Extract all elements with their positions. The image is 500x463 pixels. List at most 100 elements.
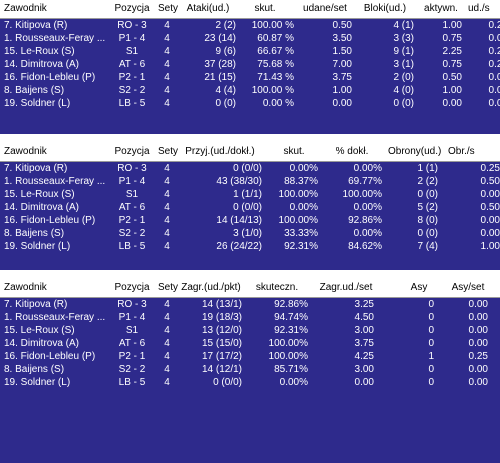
header-ataki[interactable]: Ataki(ud.) (186, 3, 230, 14)
stat-cell: 4 (164, 364, 170, 375)
stat-cell: P1 - 4 (118, 33, 146, 44)
player-name-cell: 1. Rousseaux-Feray ... (4, 33, 106, 44)
header-zawodnik[interactable]: Zawodnik (4, 3, 47, 14)
stat-cell: 4 (164, 176, 170, 187)
stat-cell: 3.50 (332, 33, 352, 44)
stat-cell: 4 (164, 46, 170, 57)
header-obr-set[interactable]: Obr./s (448, 146, 475, 157)
header-skutecznosc[interactable]: skuteczn. (255, 282, 299, 293)
table-row[interactable]: 14. Dimitrova (A) AT - 6 4 0 (0/0) 0.00% 0.00… (0, 201, 500, 214)
table-row[interactable]: 1. Rousseaux-Feray ... P1 - 4 4 23 (14) 60.8… (0, 32, 500, 45)
stat-cell: 0.00% (353, 202, 382, 213)
player-name-cell: 1. Rousseaux-Feray ... (4, 176, 106, 187)
stat-cell: 5 (2) (417, 202, 438, 213)
table-row[interactable]: 7. Kitipova (R) RO - 3 4 0 (0/0) 0.00% 0.00% 1… (0, 162, 500, 175)
stat-cell: 21 (15) (204, 72, 236, 83)
stat-cell: 69.77% (348, 176, 382, 187)
header-sety[interactable]: Sety (158, 3, 179, 14)
header-skut[interactable]: skut. (283, 146, 305, 157)
header-zagr-ud-set[interactable]: Zagr.ud./set (319, 282, 373, 293)
stat-cell: 1 (1/1) (233, 189, 262, 200)
table-row[interactable]: 15. Le-Roux (S) S1 4 13 (12/0) 92.31% 3.00 0 0.… (0, 324, 500, 337)
stat-cell: 92.86% (274, 299, 308, 310)
table-row[interactable]: 19. Soldner (L) LB - 5 4 0 (0/0) 0.00% 0.00 0 0… (0, 376, 500, 389)
player-name-cell: 15. Le-Roux (S) (4, 189, 75, 200)
table-row[interactable]: 8. Baijens (S) S2 - 2 4 4 (4) 100.00 % 1.00 4 … (0, 84, 500, 97)
header-pozycja[interactable]: Pozycja (114, 146, 150, 157)
player-name-cell: 7. Kitipova (R) (4, 163, 68, 174)
stat-cell: 0 (428, 377, 434, 388)
table-row[interactable]: 14. Dimitrova (A) AT - 6 4 15 (15/0) 100.00%… (0, 337, 500, 350)
table-row[interactable]: 16. Fidon-Lebleu (P) P2 - 1 4 14 (14/13) 100… (0, 214, 500, 227)
header-sety[interactable]: Sety (158, 146, 179, 157)
stat-cell: 0.00 (468, 325, 488, 336)
player-name-cell: 7. Kitipova (R) (4, 20, 68, 31)
stat-cell: 37 (28) (204, 59, 236, 70)
stat-cell: 1 (1) (417, 163, 438, 174)
stat-cell: 3.25 (354, 299, 374, 310)
table-row[interactable]: 7. Kitipova (R) RO - 3 4 14 (13/1) 92.86% 3.2… (0, 298, 500, 311)
attack-stats-table: Zawodnik Pozycja Sety Ataki(ud.) skut. udane/… (0, 0, 500, 134)
stat-cell: 0.00% (353, 228, 382, 239)
stat-cell: 66.67 % (257, 46, 294, 57)
stat-cell: 92.31% (274, 325, 308, 336)
stat-cell: 14 (14/13) (216, 215, 262, 226)
stat-cell: 15 (15/0) (201, 338, 242, 349)
header-aktywn[interactable]: aktywn. (424, 3, 458, 14)
header-zawodnik[interactable]: Zawodnik (4, 146, 47, 157)
header-przyj[interactable]: Przyj.(ud./dokł.) (185, 146, 255, 157)
stat-cell: RO - 3 (117, 20, 147, 31)
stat-cell: 0.00 (468, 299, 488, 310)
stat-cell: S2 - 2 (118, 228, 146, 239)
player-name-cell: 15. Le-Roux (S) (4, 46, 75, 57)
header-skut[interactable]: skut. (254, 3, 276, 14)
stat-cell: 7.00 (332, 59, 352, 70)
stat-cell: 33.33% (284, 228, 318, 239)
stat-cell: 4 (164, 202, 170, 213)
stat-cell: LB - 5 (118, 241, 146, 252)
table-row[interactable]: 15. Le-Roux (S) S1 4 1 (1/1) 100.00% 100.00% 0… (0, 188, 500, 201)
table-row[interactable]: 7. Kitipova (R) RO - 3 4 2 (2) 100.00 % 0.50 4… (0, 19, 500, 32)
table-row[interactable]: 15. Le-Roux (S) S1 4 9 (6) 66.67 % 1.50 9 (1) 2… (0, 45, 500, 58)
stat-cell: 0.00% (289, 202, 318, 213)
header-pozycja[interactable]: Pozycja (114, 282, 150, 293)
stat-cell: 0.50 (480, 202, 500, 213)
table-row[interactable]: 8. Baijens (S) S2 - 2 4 3 (1/0) 33.33% 0.00% 0… (0, 227, 500, 240)
header-zawodnik[interactable]: Zawodnik (4, 282, 47, 293)
stat-cell: 0 (0) (393, 98, 414, 109)
stat-cell: 100.00% (342, 189, 382, 200)
header-sety[interactable]: Sety (158, 282, 179, 293)
header-udane-set[interactable]: udane/set (303, 3, 347, 14)
header-dokl[interactable]: % dokł. (335, 146, 369, 157)
table-row[interactable]: 19. Soldner (L) LB - 5 4 26 (24/22) 92.31% 84… (0, 240, 500, 253)
header-bloki[interactable]: Bloki(ud.) (363, 3, 407, 14)
stat-cell: 0.50 (442, 72, 462, 83)
stat-cell: 4 (4) (215, 85, 236, 96)
player-name-cell: 8. Baijens (S) (4, 85, 65, 96)
stat-cell: 4 (164, 325, 170, 336)
stat-cell: RO - 3 (117, 163, 147, 174)
header-pozycja[interactable]: Pozycja (114, 3, 150, 14)
player-name-cell: 8. Baijens (S) (4, 228, 65, 239)
header-ud-set[interactable]: ud./s (468, 3, 490, 14)
header-zagr[interactable]: Zagr.(ud./pkt) (181, 282, 241, 293)
player-name-cell: 16. Fidon-Lebleu (P) (4, 351, 96, 362)
stat-cell: 0 (428, 338, 434, 349)
stat-cell: 3 (3) (393, 33, 414, 44)
stat-cell: 0.00 % (262, 98, 294, 109)
stat-cell: P1 - 4 (118, 176, 146, 187)
table-row[interactable]: 16. Fidon-Lebleu (P) P2 - 1 4 21 (15) 71.43 … (0, 71, 500, 84)
header-asy-set[interactable]: Asy/set (451, 282, 485, 293)
table-row[interactable]: 14. Dimitrova (A) AT - 6 4 37 (28) 75.68 % 7.… (0, 58, 500, 71)
stat-cell: 43 (38/30) (216, 176, 262, 187)
table-row[interactable]: 8. Baijens (S) S2 - 2 4 14 (12/1) 85.71% 3.00… (0, 363, 500, 376)
stat-cell: LB - 5 (118, 98, 146, 109)
table-row[interactable]: 19. Soldner (L) LB - 5 4 0 (0) 0.00 % 0.00 0 (… (0, 97, 500, 110)
header-asy[interactable]: Asy (410, 282, 428, 293)
stat-cell: 4.50 (354, 312, 374, 323)
table-row[interactable]: 1. Rousseaux-Feray ... P1 - 4 4 43 (38/30) 8… (0, 175, 500, 188)
table-row[interactable]: 16. Fidon-Lebleu (P) P2 - 1 4 17 (17/2) 100.… (0, 350, 500, 363)
table-row[interactable]: 1. Rousseaux-Feray ... P1 - 4 4 19 (18/3) 94… (0, 311, 500, 324)
header-obrony[interactable]: Obrony(ud.) (388, 146, 442, 157)
stat-cell: 4 (164, 377, 170, 388)
